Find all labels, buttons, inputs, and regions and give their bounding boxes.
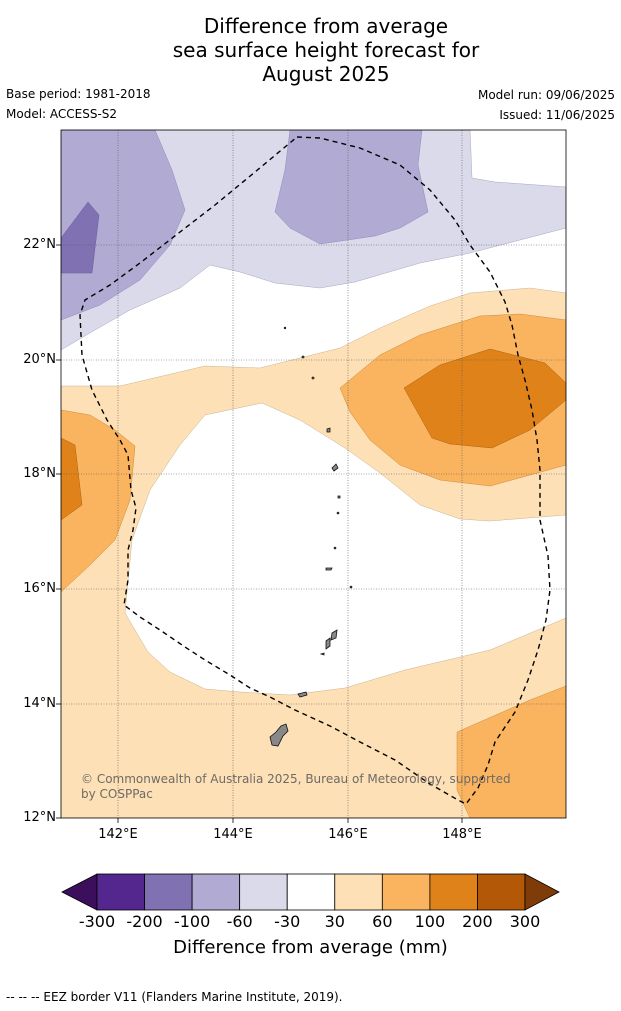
axis-ticks xyxy=(56,244,463,823)
model-name: Model: ACCESS-S2 xyxy=(6,107,118,121)
lon-label-146e: 146°E xyxy=(328,827,368,842)
title-line-1: Difference from average xyxy=(203,14,449,38)
lat-label-22n: 22°N xyxy=(23,237,56,252)
lat-label-18n: 18°N xyxy=(23,466,56,481)
issued-date: Issued: 11/06/2025 xyxy=(499,108,615,122)
island-saipan xyxy=(330,629,338,641)
colorbar-tick-label: 300 xyxy=(509,912,541,931)
colorbar-tick-label: -60 xyxy=(226,912,253,931)
colorbar-tick-label: 30 xyxy=(324,912,345,931)
island-alamagan xyxy=(337,495,341,499)
islands xyxy=(269,326,353,747)
colorbar-segment xyxy=(381,873,431,911)
island-rota xyxy=(297,691,308,698)
lon-label-142e: 142°E xyxy=(98,827,138,842)
lat-label-20n: 20°N xyxy=(23,352,56,367)
lon-label-144e: 144°E xyxy=(213,827,253,842)
island-asuncion xyxy=(311,376,315,380)
colorbar-tick-label: 200 xyxy=(462,912,493,931)
lat-label-16n: 16°N xyxy=(23,581,56,596)
colorbar-tick-label: -200 xyxy=(126,912,163,931)
island-tinian xyxy=(325,637,331,650)
island-sarigan xyxy=(333,546,337,550)
colorbar-segment xyxy=(334,873,383,911)
island-guam xyxy=(269,723,289,747)
map-title: Difference from average sea surface heig… xyxy=(0,14,621,86)
colorbar-tick-label: 100 xyxy=(414,912,446,931)
island-agrihan xyxy=(326,427,331,433)
colorbar-segment xyxy=(286,873,336,911)
island-maug xyxy=(301,355,305,359)
colorbar-tick-label: -100 xyxy=(173,912,211,931)
contour-pos-100-left xyxy=(61,437,83,521)
colorbar-extend-low xyxy=(61,873,98,911)
eez-border xyxy=(79,136,551,805)
map-area xyxy=(61,130,566,818)
island-anatahan xyxy=(325,567,333,571)
island-pagan xyxy=(331,463,339,472)
colorbar-segment xyxy=(96,873,145,911)
base-period: Base period: 1981-2018 xyxy=(6,87,151,101)
eez-legend-note: -- -- -- EEZ border V11 (Flanders Marine… xyxy=(6,990,343,1004)
lat-label-14n: 14°N xyxy=(23,696,56,711)
island-guguan xyxy=(336,511,340,515)
colorbar xyxy=(61,873,560,911)
lat-label-12n: 12°N xyxy=(23,810,56,825)
colorbar-segment xyxy=(239,873,288,911)
colorbar-extend-high xyxy=(524,873,560,911)
model-run: Model run: 09/06/2025 xyxy=(477,88,615,102)
island-aguijan xyxy=(319,652,325,656)
colorbar-segment xyxy=(429,873,478,911)
title-line-2: sea surface height forecast for xyxy=(172,38,480,62)
contour-neg-60-top xyxy=(274,130,429,245)
colorbar-segment xyxy=(191,873,241,911)
colorbar-segment xyxy=(144,873,193,911)
title-line-3: August 2025 xyxy=(262,62,390,86)
contour-pos-60-left xyxy=(61,409,136,593)
colorbar-tick-label: 60 xyxy=(372,912,393,931)
island-uracas xyxy=(283,326,287,330)
colorbar-tick-label: -300 xyxy=(78,912,116,931)
lon-label-148e: 148°E xyxy=(442,827,482,842)
island-farallon-de-medinilla xyxy=(349,585,353,589)
contour-neg-100 xyxy=(61,201,100,274)
copyright-credit: © Commonwealth of Australia 2025, Bureau… xyxy=(81,772,511,801)
colorbar-label: Difference from average (mm) xyxy=(173,937,448,958)
contour-pos-60-bottom xyxy=(456,685,566,818)
contour-inner-white xyxy=(124,402,566,696)
gridlines xyxy=(61,130,566,818)
colorbar-segment xyxy=(477,873,526,911)
colorbar-tick-label: -30 xyxy=(274,912,301,931)
contour-pos-100-right xyxy=(403,348,566,449)
